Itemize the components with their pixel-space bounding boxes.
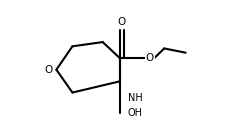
Text: O: O	[145, 53, 153, 63]
Text: OH: OH	[127, 108, 142, 118]
Text: O: O	[44, 65, 52, 75]
Text: O: O	[117, 17, 125, 27]
Text: NH: NH	[127, 93, 142, 103]
